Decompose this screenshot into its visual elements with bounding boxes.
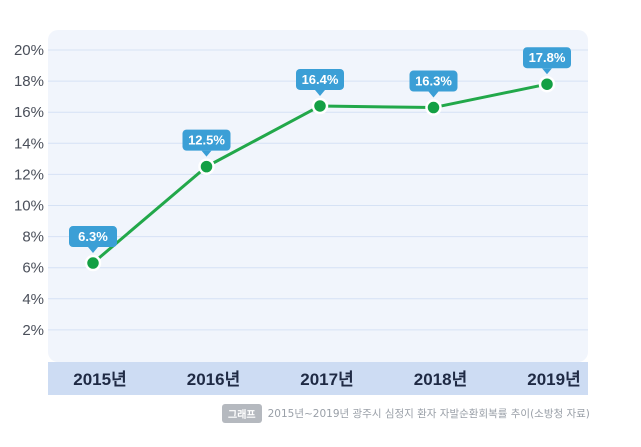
data-label: 6.3% bbox=[69, 226, 117, 254]
x-axis-ticks: 2015년 2016년 2017년 2018년 2019년 bbox=[73, 370, 580, 389]
x-tick-label: 2015년 bbox=[73, 370, 126, 389]
data-point bbox=[538, 75, 556, 93]
data-point bbox=[425, 99, 442, 116]
caption-badge: 그래프 bbox=[222, 403, 262, 423]
x-tick-label: 2019년 bbox=[527, 370, 580, 389]
y-tick-label: 16% bbox=[14, 104, 44, 121]
data-label-box bbox=[296, 68, 344, 90]
x-tick-label: 2016년 bbox=[187, 370, 240, 389]
data-label-text: 17.8% bbox=[529, 50, 566, 65]
y-tick-label: 6% bbox=[22, 260, 44, 277]
data-point bbox=[198, 158, 215, 175]
data-label-box bbox=[69, 226, 117, 248]
data-label-pointer bbox=[201, 150, 212, 157]
data-label-pointer bbox=[88, 247, 98, 254]
plot-background bbox=[48, 30, 588, 362]
chart-caption: 그래프 2015년~2019년 광주시 심정지 환자 자발순환회복률 추이(소방… bbox=[222, 403, 590, 423]
y-tick-label: 8% bbox=[22, 229, 44, 246]
data-point bbox=[84, 254, 102, 272]
y-tick-label: 18% bbox=[14, 73, 44, 90]
data-label-box bbox=[409, 70, 458, 92]
data-label-pointer bbox=[315, 89, 325, 96]
data-label-box bbox=[523, 47, 571, 69]
y-tick-label: 14% bbox=[14, 135, 44, 152]
data-label: 17.8% bbox=[523, 47, 571, 75]
data-label: 12.5% bbox=[182, 129, 231, 157]
data-label-box bbox=[182, 129, 231, 151]
data-label: 16.4% bbox=[296, 68, 344, 96]
data-label-text: 6.3% bbox=[78, 229, 108, 244]
x-tick-label: 2018년 bbox=[414, 370, 467, 389]
data-labels: 6.3% 12.5% 16.4% 16.3% 17.8% bbox=[69, 47, 571, 254]
x-tick-label: 2017년 bbox=[300, 370, 353, 389]
y-tick-label: 12% bbox=[14, 166, 44, 183]
x-axis-band bbox=[48, 362, 588, 395]
data-label-pointer bbox=[542, 68, 552, 75]
y-tick-label: 10% bbox=[14, 198, 44, 215]
data-label-text: 16.4% bbox=[302, 72, 339, 87]
y-tick-label: 20% bbox=[14, 42, 44, 59]
y-tick-label: 2% bbox=[22, 322, 44, 339]
caption-text: 2015년~2019년 광주시 심정지 환자 자발순환회복률 추이(소방청 자료… bbox=[267, 407, 590, 420]
data-label-text: 12.5% bbox=[188, 133, 225, 148]
series-layer bbox=[84, 75, 556, 272]
data-label: 16.3% bbox=[409, 70, 458, 98]
data-label-text: 16.3% bbox=[415, 74, 452, 89]
y-axis-ticks: 2% 4% 6% 8% 10% 12% 14% 16% 18% 20% bbox=[14, 42, 44, 339]
data-label-pointer bbox=[428, 91, 439, 98]
y-tick-label: 4% bbox=[22, 291, 44, 308]
data-point bbox=[311, 97, 329, 115]
